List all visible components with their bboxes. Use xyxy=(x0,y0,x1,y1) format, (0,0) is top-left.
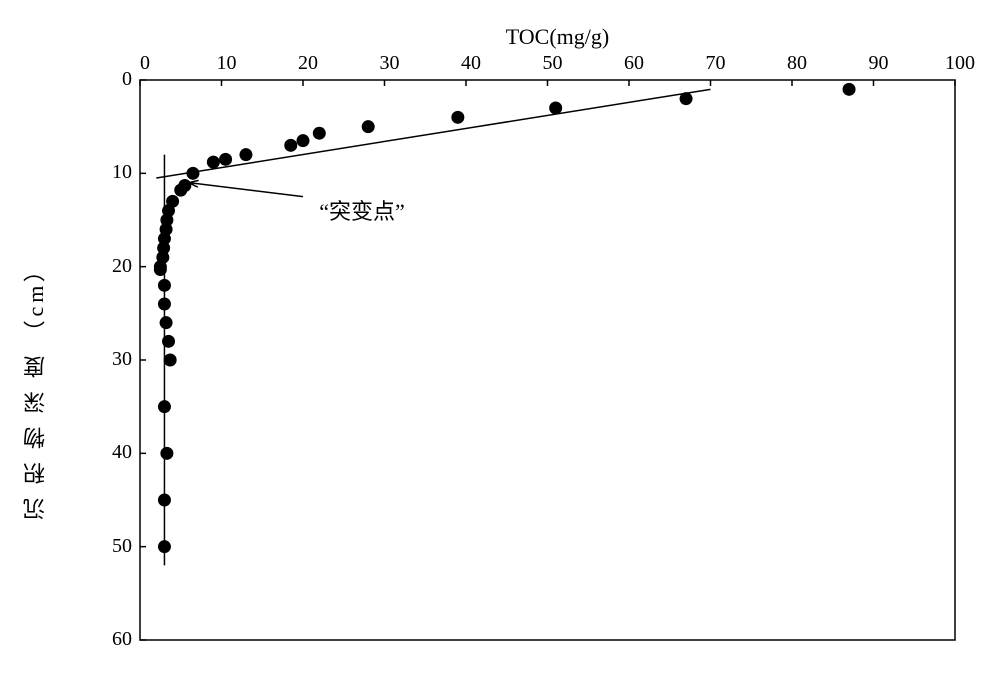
fit-line xyxy=(156,89,710,178)
data-point xyxy=(160,316,173,329)
data-point xyxy=(843,83,856,96)
data-point xyxy=(158,298,171,311)
data-point xyxy=(162,335,175,348)
x-tick-label: 90 xyxy=(864,52,894,75)
y-tick-label: 50 xyxy=(112,535,132,558)
x-tick-label: 20 xyxy=(293,52,323,75)
x-tick-label: 40 xyxy=(456,52,486,75)
data-point xyxy=(284,139,297,152)
data-point xyxy=(549,102,562,115)
plot-frame xyxy=(140,80,955,640)
data-point xyxy=(160,447,173,460)
data-point xyxy=(158,400,171,413)
x-tick-label: 60 xyxy=(619,52,649,75)
data-point xyxy=(239,148,252,161)
y-tick-label: 10 xyxy=(112,161,132,184)
data-point xyxy=(207,156,220,169)
y-tick-label: 0 xyxy=(122,68,132,91)
data-point xyxy=(174,184,187,197)
y-tick-label: 40 xyxy=(112,441,132,464)
data-point xyxy=(313,127,326,140)
x-tick-label: 70 xyxy=(701,52,731,75)
x-tick-label: 100 xyxy=(945,52,975,75)
x-tick-label: 80 xyxy=(782,52,812,75)
y-tick-label: 60 xyxy=(112,628,132,651)
x-axis-title: TOC(mg/g) xyxy=(488,24,628,50)
breakpoint-annotation: “突变点” xyxy=(319,194,405,226)
data-point xyxy=(186,167,199,180)
data-point xyxy=(451,111,464,124)
data-point xyxy=(362,120,375,133)
x-tick-label: 10 xyxy=(212,52,242,75)
x-tick-label: 50 xyxy=(538,52,568,75)
y-tick-label: 30 xyxy=(112,348,132,371)
data-point xyxy=(164,354,177,367)
data-point xyxy=(680,92,693,105)
y-axis-title: 沉 积 物 深 度 （cm） xyxy=(20,240,52,520)
data-point xyxy=(158,494,171,507)
data-point xyxy=(158,279,171,292)
data-point xyxy=(154,263,167,276)
data-point xyxy=(158,540,171,553)
data-point xyxy=(219,153,232,166)
x-tick-label: 0 xyxy=(130,52,160,75)
x-tick-label: 30 xyxy=(375,52,405,75)
scatter-chart xyxy=(40,10,980,670)
annotation-arrow xyxy=(189,183,303,197)
data-point xyxy=(297,134,310,147)
y-tick-label: 20 xyxy=(112,255,132,278)
